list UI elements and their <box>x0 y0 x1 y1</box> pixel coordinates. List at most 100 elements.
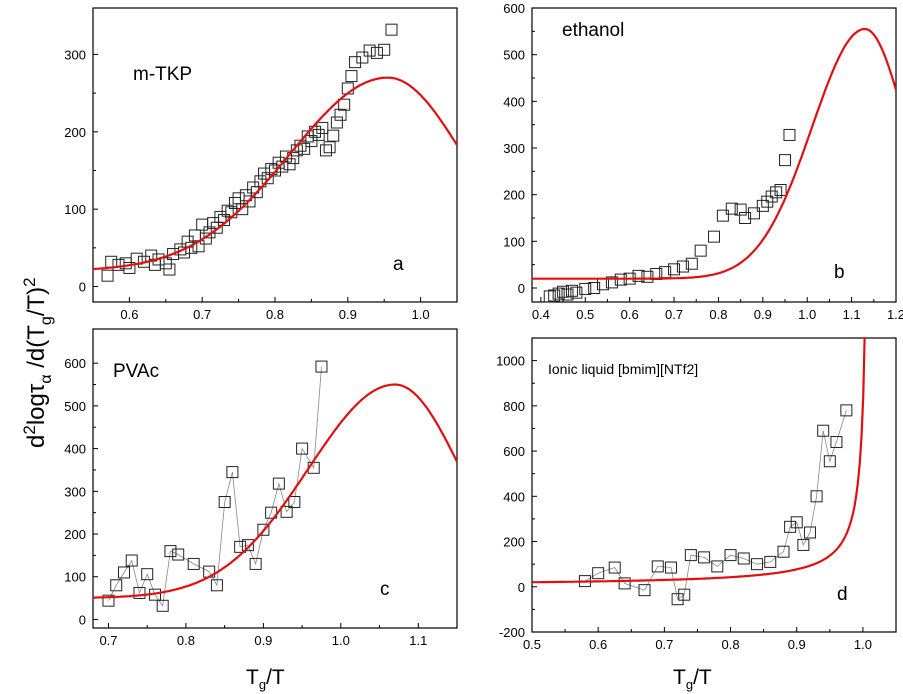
data-point-b <box>668 263 681 276</box>
x-tick-label-d: 0.5 <box>523 637 541 652</box>
data-point-b <box>694 244 707 257</box>
data-point-d <box>651 560 664 573</box>
data-point-a <box>363 44 376 57</box>
data-point-d <box>671 593 684 606</box>
data-point-a <box>269 164 281 177</box>
data-point-b <box>570 286 583 299</box>
x-tick-label-d: 0.6 <box>589 637 607 652</box>
panel-letter-a: a <box>393 254 404 275</box>
data-point-b <box>548 289 561 302</box>
y-tick-label-d: 400 <box>503 489 525 504</box>
data-point-a <box>188 229 201 242</box>
data-point-a <box>276 160 289 173</box>
y-tick-label-b: 100 <box>503 234 525 249</box>
data-point-c <box>187 557 200 570</box>
data-point-d <box>684 549 697 562</box>
data-point-a <box>258 167 271 180</box>
data-point-c <box>133 586 146 599</box>
data-connector-d <box>584 410 847 600</box>
x-tick-label-b: 1.2 <box>887 307 903 322</box>
y-tick-label-b: 600 <box>503 1 525 16</box>
data-point-a <box>338 98 351 111</box>
data-point-a <box>323 141 336 154</box>
panel-b: 0.4 0.5 0.6 0.7 0.8 0.9 1.0 1.1 1.2 0 100 200 300 400… <box>503 1 903 322</box>
data-point-d <box>830 436 843 449</box>
data-point-d <box>608 561 621 574</box>
panel-a: 0.6 0.7 0.8 0.9 1.0 0 100 200 300 m-TKP a <box>64 7 458 322</box>
data-point-d <box>777 545 790 558</box>
y-tick-label-b: 300 <box>503 141 525 156</box>
data-point-a <box>345 70 358 83</box>
data-point-d <box>678 588 691 601</box>
y-tick-label-b: 500 <box>503 48 525 63</box>
plot-frame-d <box>531 337 897 633</box>
x-tick-label-b: 1.1 <box>843 307 861 322</box>
data-point-c <box>280 505 293 518</box>
data-point-b <box>756 199 769 212</box>
y-tick-label-c: 100 <box>64 570 86 585</box>
x-tick-label-a: 0.8 <box>266 307 284 322</box>
panel-title-d: Ionic liquid [bmim][NTf2] <box>548 361 698 377</box>
x-tick-label-b: 0.6 <box>621 307 639 322</box>
data-point-a <box>378 43 391 56</box>
x-tick-label-d: 0.7 <box>655 637 673 652</box>
x-tick-label-c: 0.9 <box>254 633 272 648</box>
y-tick-label-d: 200 <box>503 535 525 550</box>
data-point-b <box>588 282 601 294</box>
data-point-d <box>823 455 836 468</box>
data-point-a <box>312 128 325 141</box>
y-tick-label-c: 200 <box>64 527 86 542</box>
fit-curve-a <box>93 76 457 271</box>
data-point-d <box>711 560 724 573</box>
data-point-d <box>698 551 711 564</box>
data-point-b <box>765 190 778 203</box>
data-point-b <box>779 154 792 167</box>
data-point-c <box>102 594 115 607</box>
data-point-c <box>210 579 223 592</box>
y-tick-label-a: 200 <box>64 125 86 140</box>
data-point-c <box>249 557 262 570</box>
data-point-a <box>203 226 216 239</box>
data-point-a <box>330 116 343 129</box>
data-point-c <box>257 523 270 536</box>
data-point-b <box>557 285 570 298</box>
data-point-b <box>632 269 645 282</box>
y-tick-label-d: 0 <box>518 580 525 595</box>
x-axis-title-left: Tg/T <box>246 666 285 692</box>
data-point-c <box>226 466 239 479</box>
data-point-b <box>605 276 618 289</box>
y-tick-label-a: 100 <box>64 202 86 217</box>
data-point-c <box>241 539 254 552</box>
panel-title-c: PVAc <box>113 361 159 382</box>
data-point-d <box>751 558 764 571</box>
data-point-b <box>676 260 689 273</box>
fit-curve-c <box>93 383 457 599</box>
data-point-d <box>810 490 823 503</box>
y-tick-label-c: 0 <box>79 612 86 627</box>
data-point-a <box>105 255 118 268</box>
data-point-c <box>164 545 177 558</box>
y-tick-label-a: 0 <box>79 280 86 295</box>
y-tick-label-c: 600 <box>64 356 86 371</box>
data-point-b <box>725 202 738 215</box>
data-point-a <box>232 192 245 205</box>
data-point-b <box>747 207 760 220</box>
x-tick-label-b: 0.8 <box>709 307 727 322</box>
data-point-a <box>349 56 362 69</box>
data-point-d <box>618 577 631 590</box>
data-point-a <box>298 142 311 155</box>
y-tick-label-a: 300 <box>64 47 86 62</box>
data-point-b <box>561 288 574 301</box>
x-tick-label-d: 1.0 <box>854 637 872 652</box>
data-point-c <box>234 540 247 553</box>
data-point-b <box>685 257 698 270</box>
x-tick-label-c: 1.1 <box>409 633 427 648</box>
y-tick-label-b: 0 <box>518 281 525 296</box>
y-axis-title: d2logτα /d(Tg/T)2 <box>20 277 55 448</box>
data-point-d <box>840 404 853 417</box>
panel-title-b: ethanol <box>562 20 624 41</box>
plot-frame-b <box>531 7 897 303</box>
data-point-d <box>724 549 737 562</box>
panel-letter-d: d <box>837 584 848 605</box>
data-point-a <box>334 108 347 121</box>
